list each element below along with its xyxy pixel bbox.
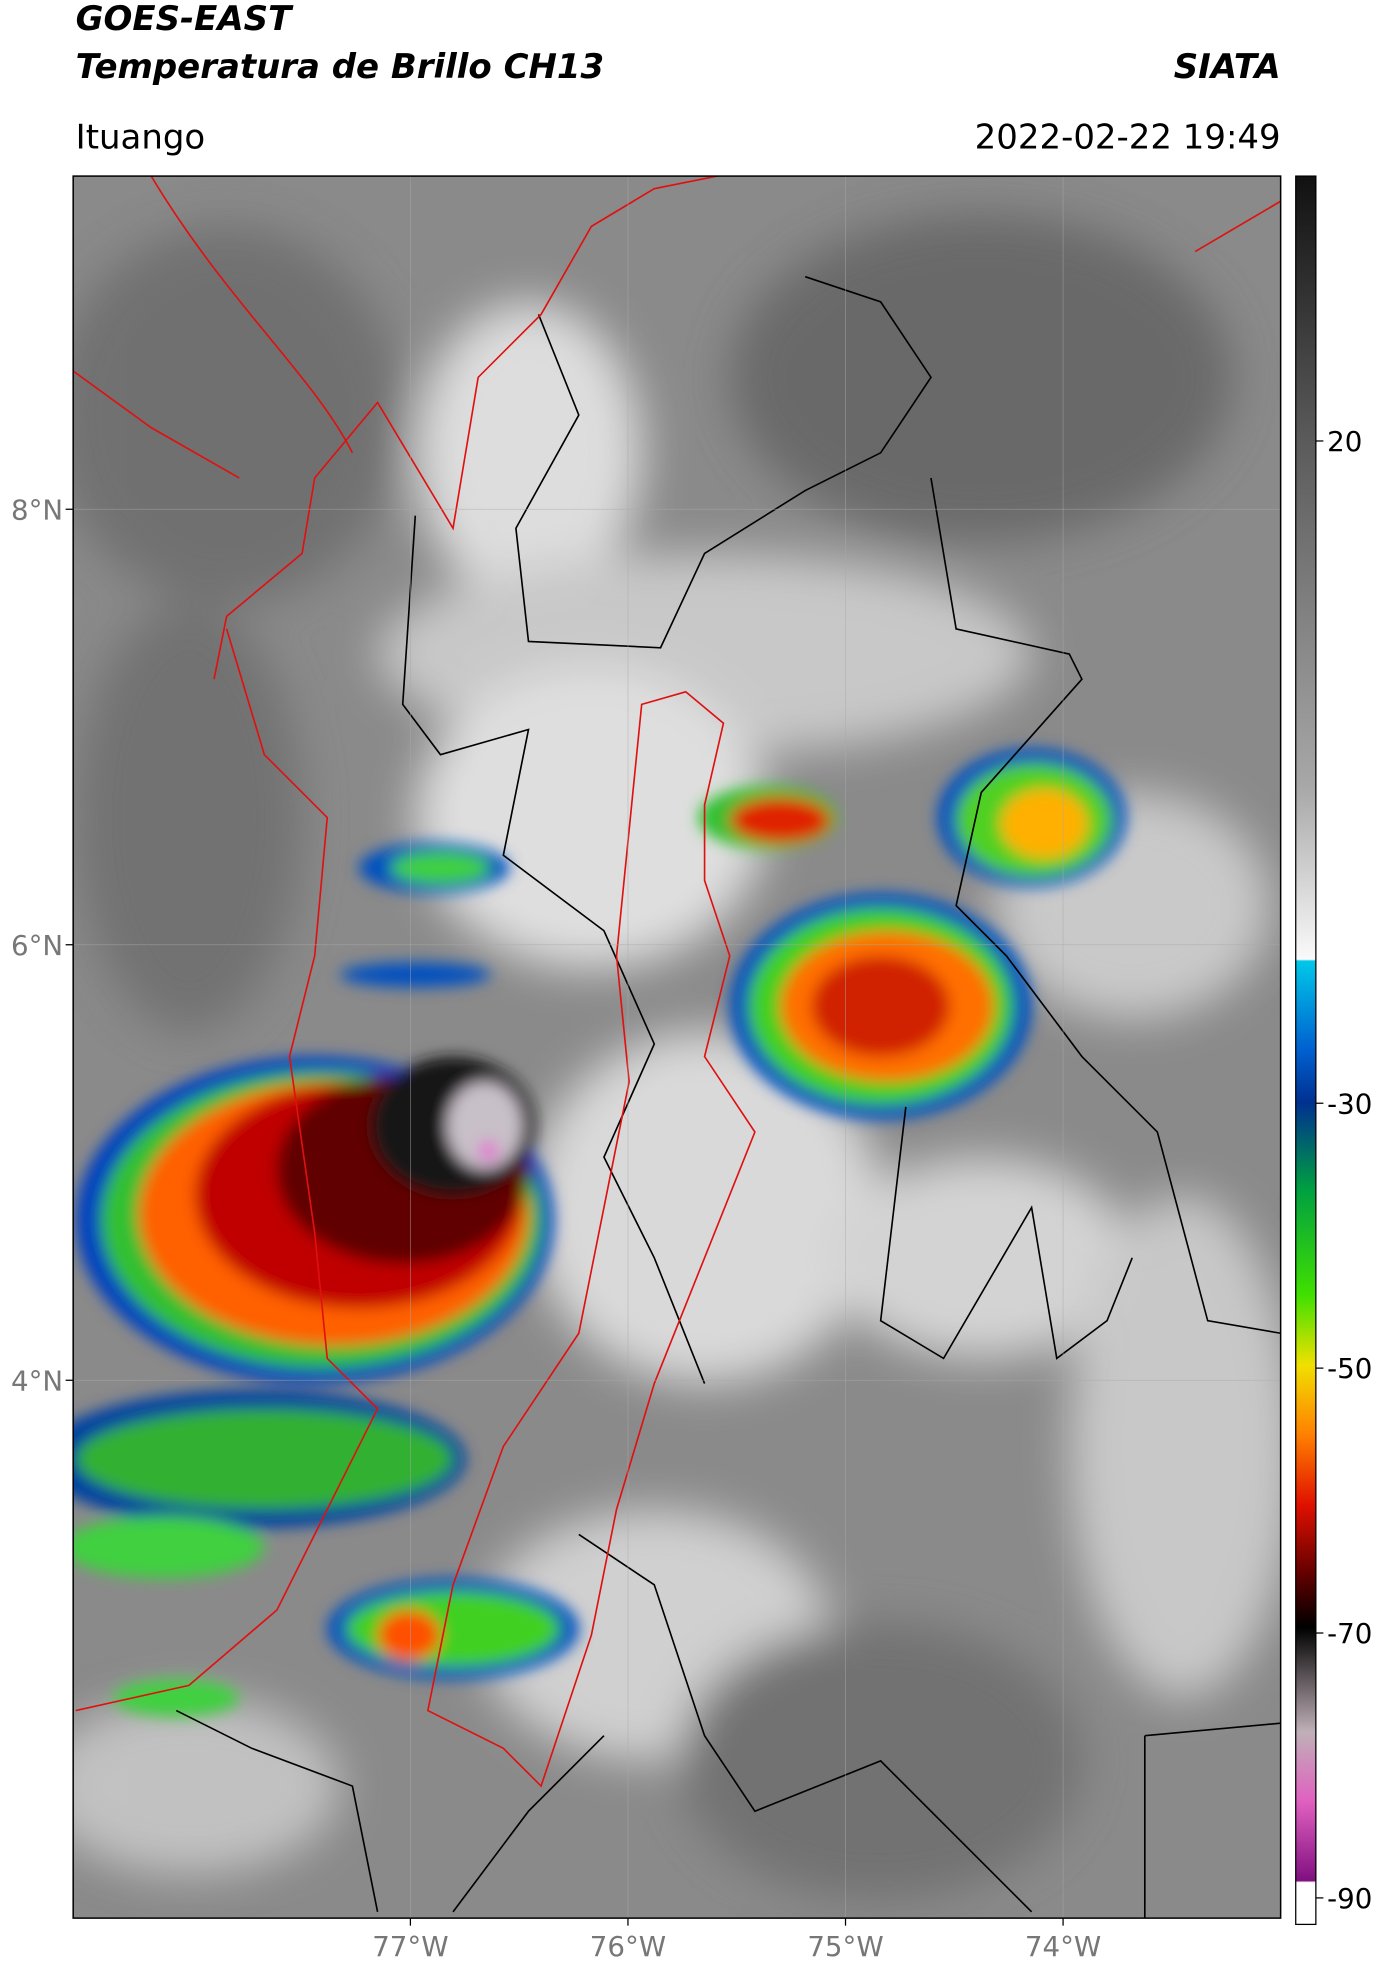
title-line2: Temperatura de Brillo CH13 <box>76 47 604 87</box>
lat-tick-label: 4°N <box>11 1364 63 1397</box>
colorbar-tick-label: -30 <box>1327 1087 1372 1120</box>
lon-tick-label: 76°W <box>590 1930 666 1963</box>
lat-tick-label: 8°N <box>11 493 63 526</box>
colorbar-tick-label: -90 <box>1327 1882 1372 1915</box>
lat-tick-label: 6°N <box>11 929 63 962</box>
colorbar-tick-label: -70 <box>1327 1617 1372 1650</box>
lon-tick-label: 74°W <box>1025 1930 1101 1963</box>
map-frame <box>72 175 1282 1919</box>
colorbar-tick-label: 20 <box>1327 425 1362 458</box>
title-line1: GOES-EAST <box>76 0 294 39</box>
colorbar <box>1295 175 1317 1926</box>
agency: SIATA <box>1174 47 1281 87</box>
lon-tick-label: 77°W <box>372 1930 448 1963</box>
graticule <box>73 176 1281 1919</box>
satellite-image <box>73 176 1281 1919</box>
lon-tick-label: 75°W <box>807 1930 883 1963</box>
datetime: 2022-02-22 19:49 <box>975 117 1281 157</box>
region: Ituango <box>76 117 206 157</box>
colorbar-tick-label: -50 <box>1327 1352 1372 1385</box>
